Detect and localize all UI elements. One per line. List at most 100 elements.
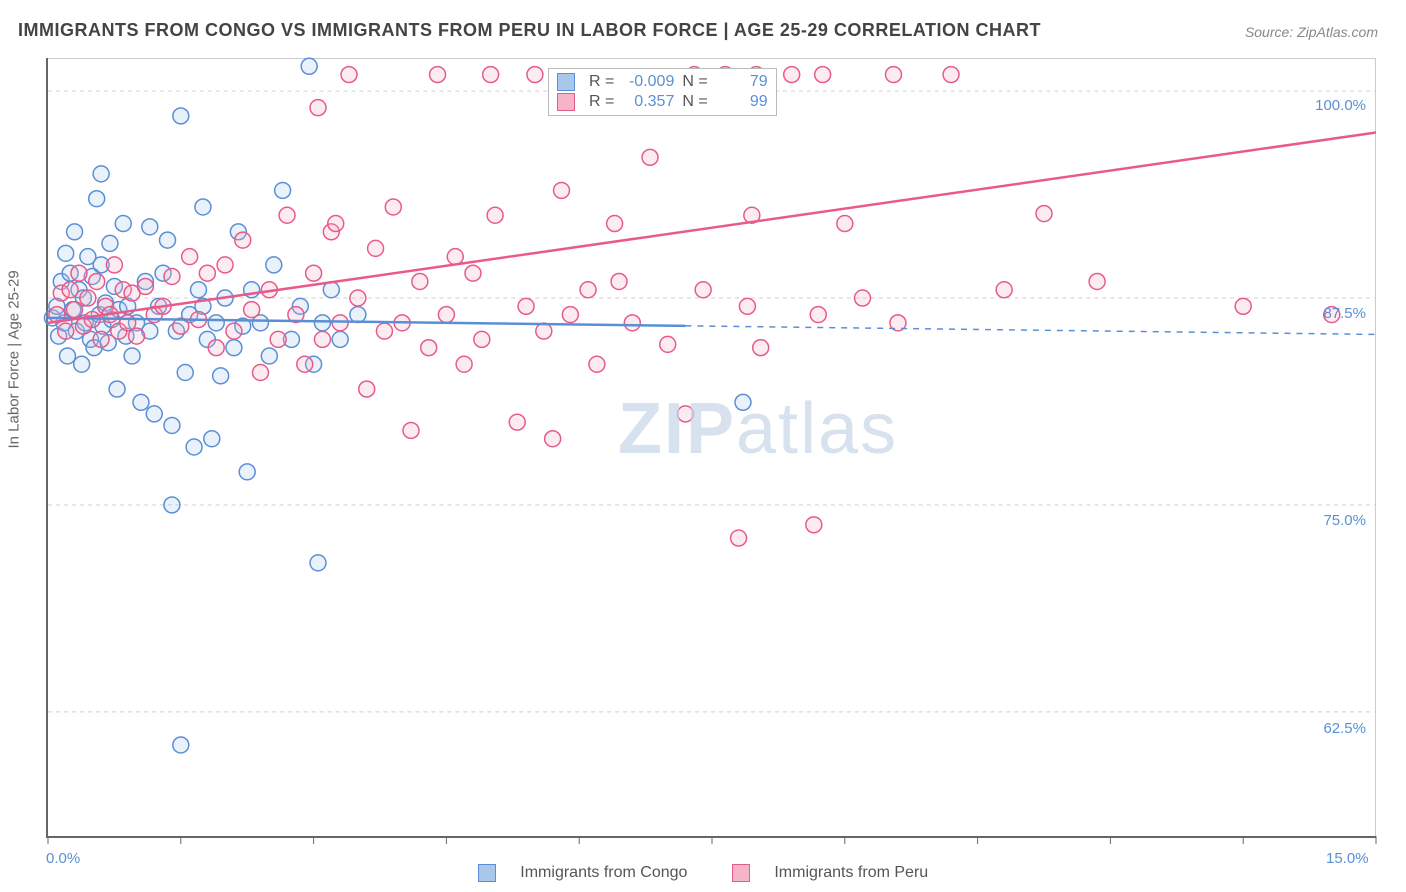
data-point (67, 302, 83, 318)
data-point (58, 245, 74, 261)
data-point (266, 257, 282, 273)
data-point (332, 331, 348, 347)
y-tick-label: 87.5% (1306, 305, 1366, 322)
data-point (447, 249, 463, 265)
y-tick-label: 75.0% (1306, 512, 1366, 529)
data-point (62, 282, 78, 298)
data-point (67, 224, 83, 240)
data-point (837, 216, 853, 232)
data-point (93, 166, 109, 182)
data-point (562, 307, 578, 323)
data-point (589, 356, 605, 372)
data-point (483, 67, 499, 83)
data-point (695, 282, 711, 298)
data-point (239, 464, 255, 480)
data-point (815, 67, 831, 83)
trend-line (48, 132, 1376, 322)
legend-item-congo: Immigrants from Congo (468, 864, 702, 881)
y-tick-label: 62.5% (1306, 720, 1366, 737)
n-value: 99 (716, 93, 768, 111)
data-point (376, 323, 392, 339)
data-point (59, 348, 75, 364)
data-point (275, 182, 291, 198)
data-point (624, 315, 640, 331)
swatch-peru (732, 864, 750, 882)
legend-swatch (557, 73, 575, 91)
y-tick-label: 100.0% (1306, 97, 1366, 114)
data-point (58, 323, 74, 339)
data-point (177, 365, 193, 381)
data-point (368, 240, 384, 256)
data-point (279, 207, 295, 223)
data-point (607, 216, 623, 232)
data-point (886, 67, 902, 83)
data-point (199, 265, 215, 281)
data-point (536, 323, 552, 339)
data-point (115, 216, 131, 232)
data-point (474, 331, 490, 347)
data-point (270, 331, 286, 347)
data-point (1089, 273, 1105, 289)
data-point (611, 273, 627, 289)
data-point (350, 307, 366, 323)
y-axis-label: In Labor Force | Age 25-29 (6, 270, 23, 448)
data-point (142, 219, 158, 235)
legend-label-peru: Immigrants from Peru (774, 864, 928, 881)
data-point (430, 67, 446, 83)
r-value: -0.009 (622, 73, 674, 91)
data-point (465, 265, 481, 281)
data-point (252, 365, 268, 381)
data-point (89, 191, 105, 207)
data-point (186, 439, 202, 455)
data-point (129, 328, 145, 344)
data-point (545, 431, 561, 447)
data-point (314, 315, 330, 331)
data-point (173, 737, 189, 753)
correlation-legend: R =-0.009N =79R =0.357N =99 (548, 68, 777, 116)
r-label: R = (589, 93, 614, 111)
data-point (1036, 206, 1052, 222)
data-point (810, 307, 826, 323)
data-point (164, 418, 180, 434)
data-point (385, 199, 401, 215)
data-point (133, 394, 149, 410)
data-point (109, 381, 125, 397)
data-point (89, 273, 105, 289)
data-point (106, 257, 122, 273)
source-label: Source: ZipAtlas.com (1245, 24, 1378, 40)
data-point (306, 265, 322, 281)
data-point (164, 269, 180, 285)
data-point (731, 530, 747, 546)
data-point (226, 323, 242, 339)
data-point (182, 249, 198, 265)
trend-line-extrapolated (685, 326, 1376, 335)
data-point (71, 265, 87, 281)
data-point (314, 331, 330, 347)
data-point (403, 422, 419, 438)
series-legend: Immigrants from Congo Immigrants from Pe… (0, 864, 1406, 882)
chart-svg (48, 58, 1376, 836)
data-point (855, 290, 871, 306)
swatch-congo (478, 864, 496, 882)
data-point (208, 340, 224, 356)
data-point (297, 356, 313, 372)
data-point (438, 307, 454, 323)
chart-title: IMMIGRANTS FROM CONGO VS IMMIGRANTS FROM… (18, 20, 1041, 41)
data-point (677, 406, 693, 422)
data-point (310, 555, 326, 571)
data-point (226, 340, 242, 356)
data-point (518, 298, 534, 314)
data-point (784, 67, 800, 83)
data-point (739, 298, 755, 314)
r-label: R = (589, 73, 614, 91)
data-point (164, 497, 180, 513)
data-point (93, 331, 109, 347)
data-point (80, 290, 96, 306)
data-point (735, 394, 751, 410)
data-point (235, 232, 251, 248)
r-value: 0.357 (622, 93, 674, 111)
legend-label-congo: Immigrants from Congo (520, 864, 687, 881)
n-label: N = (682, 73, 707, 91)
data-point (261, 348, 277, 364)
data-point (421, 340, 437, 356)
